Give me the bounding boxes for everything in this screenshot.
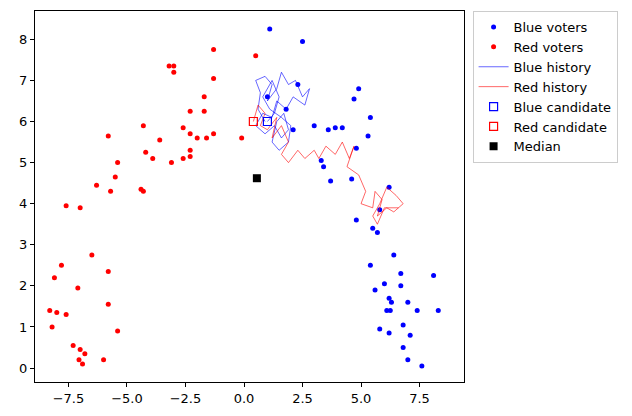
svg-text:1: 1	[19, 320, 27, 335]
svg-text:6: 6	[19, 114, 27, 129]
svg-text:2: 2	[19, 278, 27, 293]
svg-text:Median: Median	[514, 139, 561, 154]
svg-text:Red voters: Red voters	[514, 40, 584, 55]
svg-text:0.0: 0.0	[234, 391, 255, 406]
svg-text:−7.5: −7.5	[53, 391, 85, 406]
svg-text:4: 4	[19, 196, 27, 211]
svg-text:Blue history: Blue history	[514, 60, 592, 75]
svg-text:2.5: 2.5	[292, 391, 313, 406]
svg-text:3: 3	[19, 237, 27, 252]
svg-text:Red history: Red history	[514, 80, 588, 95]
svg-text:Blue candidate: Blue candidate	[514, 100, 611, 115]
svg-text:−2.5: −2.5	[170, 391, 202, 406]
svg-text:Red candidate: Red candidate	[514, 120, 607, 135]
svg-text:8: 8	[19, 32, 27, 47]
svg-text:0: 0	[19, 361, 27, 376]
svg-text:Blue voters: Blue voters	[514, 20, 588, 35]
svg-text:−5.0: −5.0	[111, 391, 143, 406]
svg-text:7: 7	[19, 73, 27, 88]
svg-text:5.0: 5.0	[351, 391, 372, 406]
svg-text:5: 5	[19, 155, 27, 170]
svg-text:7.5: 7.5	[409, 391, 430, 406]
